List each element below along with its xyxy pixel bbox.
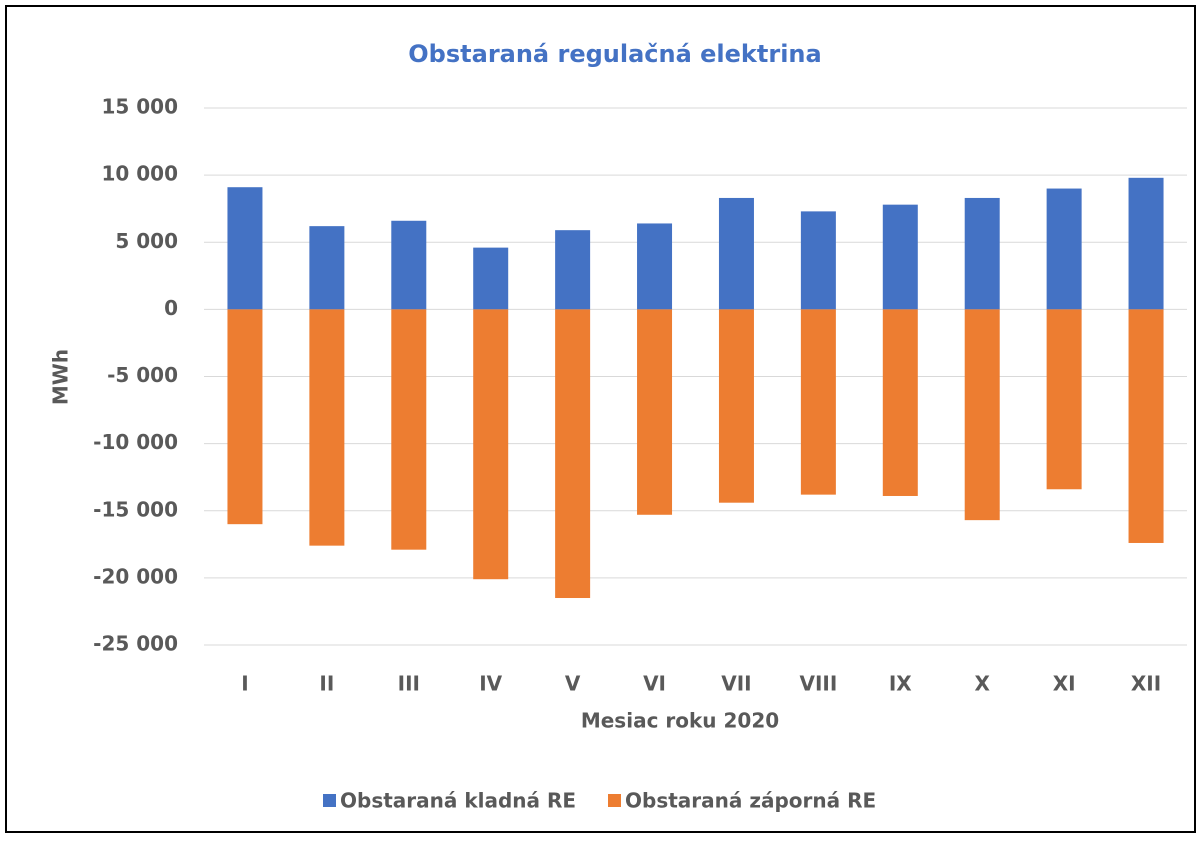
x-tick-label: II (319, 672, 334, 696)
y-axis-title: MWh (49, 349, 73, 405)
legend-label: Obstaraná záporná RE (625, 789, 876, 813)
bar (473, 247, 509, 310)
x-tick-label: VIII (799, 672, 837, 696)
bar (882, 204, 918, 310)
x-tick-label: III (398, 672, 420, 696)
y-tick-label: 15 000 (101, 95, 178, 119)
bar (391, 220, 427, 310)
x-tick-label: V (565, 672, 581, 696)
bar (227, 309, 263, 525)
bar (964, 309, 1000, 521)
x-tick-label: X (974, 672, 990, 696)
bar (964, 197, 1000, 310)
x-axis-title: Mesiac roku 2020 (581, 709, 779, 733)
bar (1046, 309, 1082, 490)
y-tick-label: -10 000 (93, 430, 178, 454)
y-tick-label: -25 000 (93, 632, 178, 656)
chart-title: Obstaraná regulačná elektrina (408, 40, 821, 68)
x-tick-label: I (241, 672, 248, 696)
bar (555, 230, 591, 310)
y-tick-label: 10 000 (101, 162, 178, 186)
legend-swatch (608, 794, 621, 807)
bar (309, 309, 345, 546)
bar (882, 309, 918, 496)
bar (1128, 177, 1164, 310)
y-tick-label: -15 000 (93, 497, 178, 521)
x-tick-label: VII (721, 672, 751, 696)
x-tick-label: IX (889, 672, 912, 696)
bar (718, 309, 754, 503)
y-tick-label: -5 000 (107, 363, 178, 387)
bar (391, 309, 427, 550)
x-tick-label: VI (643, 672, 666, 696)
y-tick-label: -20 000 (93, 564, 178, 588)
bar (1046, 188, 1082, 310)
x-tick-label: XII (1131, 672, 1161, 696)
bar (1128, 309, 1164, 543)
x-tick-label: XI (1053, 672, 1076, 696)
bar (309, 226, 345, 310)
bar (555, 309, 591, 599)
bar (800, 309, 836, 495)
legend-swatch (323, 794, 336, 807)
legend-label: Obstaraná kladná RE (340, 789, 576, 813)
bar (637, 223, 673, 310)
bar (800, 211, 836, 310)
x-tick-label: IV (479, 672, 502, 696)
bar (718, 197, 754, 310)
bar (473, 309, 509, 580)
bar (227, 187, 263, 310)
y-tick-label: 0 (164, 296, 178, 320)
y-tick-label: 5 000 (115, 229, 178, 253)
bar (637, 309, 673, 515)
